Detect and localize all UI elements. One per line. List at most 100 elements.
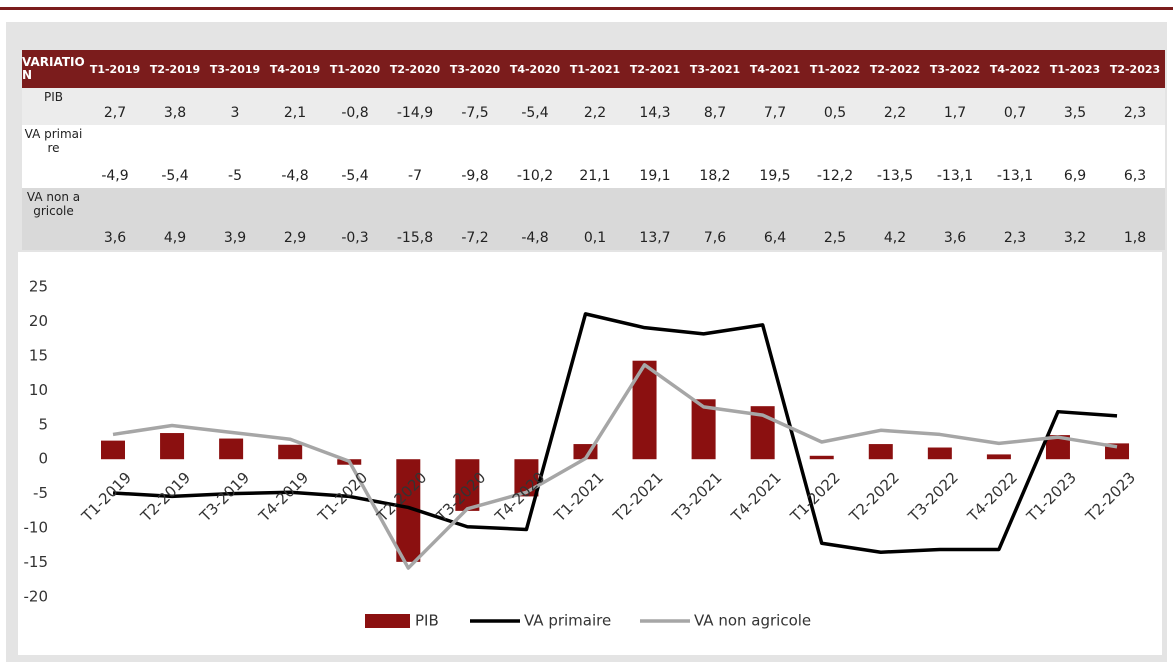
- bar: [455, 459, 480, 511]
- table-cell: 2,3: [1123, 105, 1147, 121]
- table-cell: 6,9: [1063, 168, 1087, 184]
- column-header: T3-2020: [449, 62, 501, 76]
- y-tick-label: 15: [29, 346, 48, 364]
- column-header: T1-2021: [569, 62, 621, 76]
- column-header: T1-2022: [809, 62, 861, 76]
- table-cell: -13,5: [876, 168, 914, 184]
- legend-swatch: [365, 614, 410, 628]
- table-cell: -7,5: [461, 105, 489, 121]
- bar: [514, 459, 539, 497]
- table-cell: 6,3: [1123, 168, 1147, 184]
- table-cell: 3,5: [1063, 105, 1087, 121]
- bar: [809, 455, 834, 460]
- column-header: T3-2019: [209, 62, 261, 76]
- table-header-row: VARIATION T1-2019 T2-2019 T3-2019 T4-2019 T1-…: [22, 50, 1165, 88]
- table-cell: 1,8: [1123, 230, 1147, 246]
- table-cell: -10,2: [516, 168, 554, 184]
- bar: [927, 447, 952, 460]
- table-cell: -0,8: [341, 105, 369, 121]
- y-tick-label: 25: [29, 278, 48, 296]
- table-cell: -13,1: [936, 168, 974, 184]
- column-header: T2-2023: [1109, 62, 1161, 76]
- table-cell: 2,2: [883, 105, 907, 121]
- y-tick-label: 5: [38, 415, 48, 433]
- table-cell: 2,2: [583, 105, 607, 121]
- column-header: T2-2020: [389, 62, 441, 76]
- table-cell: -5,4: [521, 105, 549, 121]
- column-header: T1-2020: [329, 62, 381, 76]
- table-header: VARIATION: [22, 55, 85, 82]
- y-tick-label: -15: [24, 553, 49, 571]
- y-tick-label: 20: [29, 312, 48, 330]
- data-table: VARIATION T1-2019 T2-2019 T3-2019 T4-2019 T1-…: [22, 50, 1165, 250]
- y-tick-label: -5: [33, 484, 48, 502]
- table-cell: 8,7: [703, 105, 727, 121]
- column-header: T2-2021: [629, 62, 681, 76]
- row-label: VA non agricole: [26, 190, 81, 218]
- legend-label: PIB: [415, 612, 439, 630]
- column-header: T4-2022: [989, 62, 1041, 76]
- y-tick-label: -20: [24, 588, 49, 606]
- table-cell: -15,8: [396, 230, 434, 246]
- bar: [219, 438, 244, 460]
- table-cell: 2,3: [1003, 230, 1027, 246]
- column-header: T3-2021: [689, 62, 741, 76]
- table-cell: 0,7: [1003, 105, 1027, 121]
- column-header: T1-2023: [1049, 62, 1101, 76]
- table-cell: -4,9: [101, 168, 129, 184]
- table-cell: -0,3: [341, 230, 369, 246]
- table-cell: -4,8: [521, 230, 549, 246]
- top-rule: [0, 7, 1173, 10]
- table-cell: 21,1: [579, 168, 611, 184]
- table-cell: 4,2: [883, 230, 907, 246]
- column-header: T1-2019: [89, 62, 141, 76]
- table-cell: -7: [408, 168, 422, 184]
- bar: [868, 444, 893, 460]
- table-cell: 3,6: [943, 230, 967, 246]
- column-header: T4-2020: [509, 62, 561, 76]
- table-cell: 3: [230, 105, 240, 121]
- table-cell: -13,1: [996, 168, 1034, 184]
- table-cell: 4,9: [163, 230, 187, 246]
- table-cell: 7,6: [703, 230, 727, 246]
- column-header: T4-2019: [269, 62, 321, 76]
- bar: [986, 454, 1011, 460]
- bar: [101, 440, 125, 460]
- table-cell: -5,4: [341, 168, 369, 184]
- table-cell: 7,7: [763, 105, 787, 121]
- line: [112, 312, 1118, 554]
- table-cell: -9,8: [461, 168, 489, 184]
- y-tick-label: -10: [24, 519, 49, 537]
- table-cell: 3,9: [223, 230, 247, 246]
- table-cell: -12,2: [816, 168, 854, 184]
- table-row: PIB 2,7 3,8 3 2,1 -0,8 -14,9 -7,5 -5,4 2,2 14,3 8,7…: [22, 88, 1165, 125]
- table-cell: 6,4: [763, 230, 787, 246]
- table-cell: 3,8: [163, 105, 187, 121]
- table-cell: 1,7: [943, 105, 967, 121]
- column-header: T2-2022: [869, 62, 921, 76]
- line: [112, 363, 1118, 570]
- table-cell: 19,5: [759, 168, 791, 184]
- table-cell: 2,7: [103, 105, 127, 121]
- table-cell: -5,4: [161, 168, 189, 184]
- table-cell: 13,7: [639, 230, 671, 246]
- bar: [278, 444, 303, 460]
- table-cell: 0,5: [823, 105, 847, 121]
- table-cell: 2,1: [283, 105, 307, 121]
- table-cell: 18,2: [699, 168, 731, 184]
- table-cell: -7,2: [461, 230, 489, 246]
- legend-label: VA non agricole: [694, 612, 811, 630]
- table-cell: 2,9: [283, 230, 307, 246]
- y-tick-label: 10: [29, 381, 48, 399]
- column-header: T3-2022: [929, 62, 981, 76]
- column-header: T2-2019: [149, 62, 201, 76]
- table-cell: -5: [228, 168, 242, 184]
- table-cell: 3,2: [1063, 230, 1087, 246]
- table-row: VA non agricole 3,6 4,9 3,9 2,9 -0,3 -15,8 -7,2…: [22, 188, 1165, 250]
- table-cell: -4,8: [281, 168, 309, 184]
- bar: [160, 433, 185, 460]
- table-cell: 2,5: [823, 230, 847, 246]
- column-header: T4-2021: [749, 62, 801, 76]
- table-cell: -14,9: [396, 105, 434, 121]
